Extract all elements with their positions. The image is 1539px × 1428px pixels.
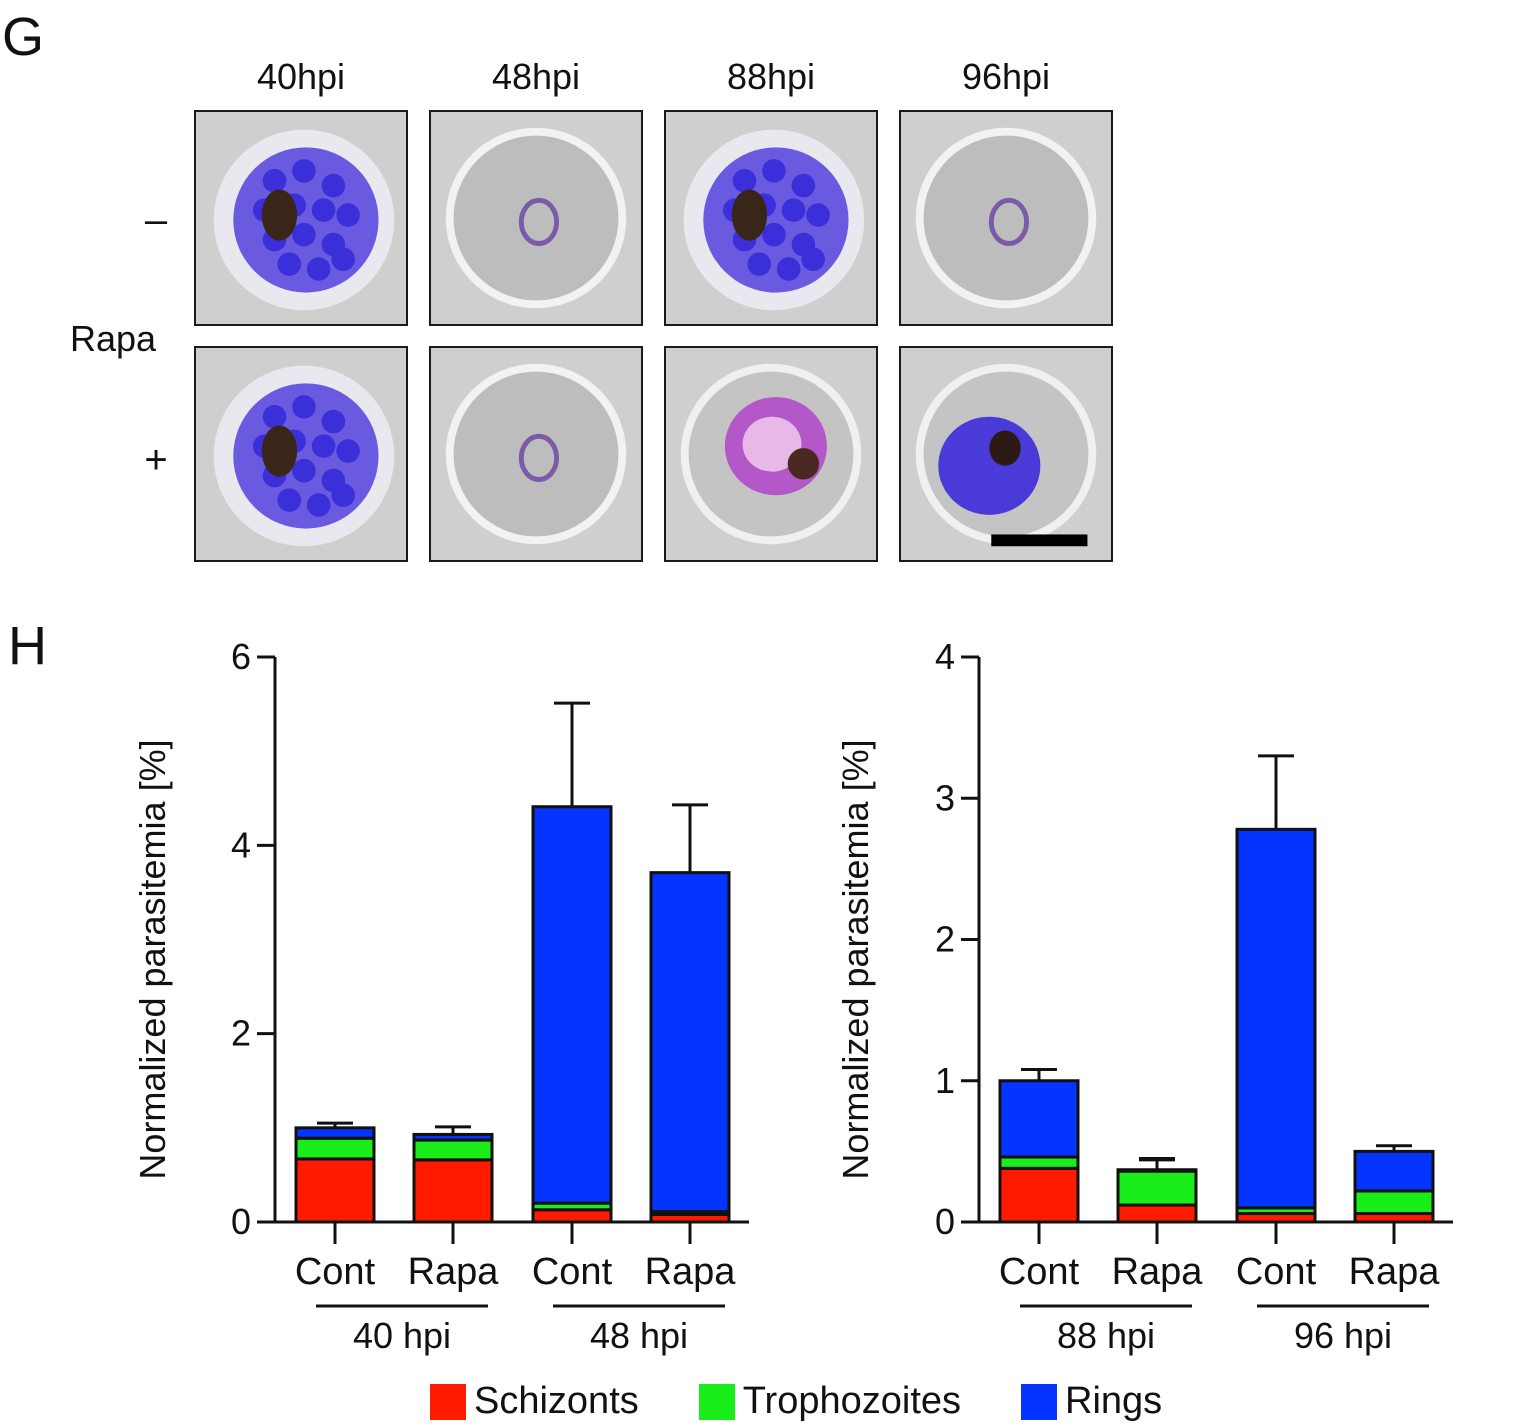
chart1-bar-0-schizonts xyxy=(998,1166,1080,1224)
column-label-96hpi: 96hpi xyxy=(961,56,1051,97)
micrograph-48hpi-minus xyxy=(429,110,643,326)
chart0-group-label-0: 40 hpi xyxy=(353,1315,451,1356)
panel-g-letter: G xyxy=(2,7,45,67)
legend-label-schizonts: Schizonts xyxy=(474,1380,639,1422)
micrograph-96hpi-minus xyxy=(899,110,1113,326)
micrograph-88hpi-minus xyxy=(664,110,878,326)
chart1-ylabel: Normalized parasitemia [%] xyxy=(835,739,876,1179)
legend-item-rings: Rings xyxy=(1021,1380,1162,1423)
panel-h-charts: H 0 2 4 6 Normalized parasitemia [%] Cont Rapa C… xyxy=(8,616,1453,1356)
column-label-40hpi: 40hpi xyxy=(256,56,346,97)
legend-item-trophozoites: Trophozoites xyxy=(698,1380,962,1423)
chart1-bar-1-rings xyxy=(1116,1168,1198,1173)
chart1-group-label-0: 88 hpi xyxy=(1057,1315,1155,1356)
chart1-xtick-label-1: Rapa xyxy=(1112,1251,1204,1293)
chart1-bar-1-schizonts xyxy=(1116,1203,1198,1224)
chart1-xtick-label-3: Rapa xyxy=(1349,1251,1441,1293)
legend: Schizonts Trophozoites Rings xyxy=(430,1380,1222,1423)
chart1-bar-0-trophozoites xyxy=(998,1155,1080,1170)
micrograph-48hpi-plus xyxy=(429,346,643,562)
chart1-ytick-label-4: 4 xyxy=(935,636,955,677)
chart1-group-label-1: 96 hpi xyxy=(1294,1315,1392,1356)
micrograph-96hpi-plus xyxy=(899,346,1113,562)
legend-item-schizonts: Schizonts xyxy=(430,1380,639,1423)
chart0-xtick-label-0: Cont xyxy=(295,1251,376,1293)
micrograph-88hpi-plus xyxy=(664,346,878,562)
chart0-bar-0-schizonts xyxy=(294,1157,376,1224)
chart0-bar-0-trophozoites xyxy=(294,1136,376,1161)
chart0-xtick-label-3: Rapa xyxy=(645,1251,737,1293)
row-sign-plus: + xyxy=(144,438,168,482)
chart1-bar-0-rings xyxy=(998,1079,1080,1159)
chart1-xtick-label-0: Cont xyxy=(999,1251,1080,1293)
legend-swatch-trophozoites xyxy=(698,1383,735,1420)
chart0-ytick-label-3: 6 xyxy=(231,636,251,677)
chart0-bar-1-schizonts xyxy=(412,1158,494,1224)
panel-h-letter: H xyxy=(8,616,47,676)
chart0-ytick-label-0: 0 xyxy=(231,1201,251,1242)
chart1-bar-2-rings xyxy=(1235,827,1317,1210)
chart0-bar-2-schizonts xyxy=(531,1208,613,1224)
chart0-bar-1-trophozoites xyxy=(412,1138,494,1162)
chart0-bar-2-rings xyxy=(531,805,613,1205)
chart0-xtick-label-1: Rapa xyxy=(408,1251,500,1293)
chart0-ylabel: Normalized parasitemia [%] xyxy=(132,739,173,1179)
micrograph-40hpi-minus xyxy=(194,110,408,326)
chart1-ytick-label-2: 2 xyxy=(935,919,955,960)
chart1-ytick-label-0: 0 xyxy=(935,1201,955,1242)
chart0-bar-0-rings xyxy=(294,1126,376,1140)
legend-label-trophozoites: Trophozoites xyxy=(742,1380,962,1422)
chart1-xtick-label-2: Cont xyxy=(1236,1251,1317,1293)
chart0-group-label-1: 48 hpi xyxy=(590,1315,688,1356)
legend-swatch-rings xyxy=(1021,1383,1058,1420)
chart1-ytick-label-3: 3 xyxy=(935,777,955,818)
chart1-ytick-label-1: 1 xyxy=(935,1060,955,1101)
chart0-ytick-label-1: 2 xyxy=(231,1013,251,1054)
chart0-xtick-label-2: Cont xyxy=(532,1251,613,1293)
chart1-bar-3-trophozoites xyxy=(1353,1189,1435,1216)
chart0-bar-1-rings xyxy=(412,1132,494,1142)
row-sign-minus: – xyxy=(144,198,168,242)
chart1-bar-1-trophozoites xyxy=(1116,1169,1198,1207)
chart0-ytick-label-2: 4 xyxy=(231,824,251,865)
column-label-48hpi: 48hpi xyxy=(491,56,581,97)
column-label-88hpi: 88hpi xyxy=(726,56,816,97)
legend-label-rings: Rings xyxy=(1065,1380,1163,1422)
chart1-bar-3-rings xyxy=(1353,1149,1435,1193)
micrograph-40hpi-plus xyxy=(194,346,408,562)
row-label-rapa: Rapa xyxy=(70,318,157,359)
legend-swatch-schizonts xyxy=(430,1383,466,1420)
chart0-bar-3-rings xyxy=(649,871,731,1214)
